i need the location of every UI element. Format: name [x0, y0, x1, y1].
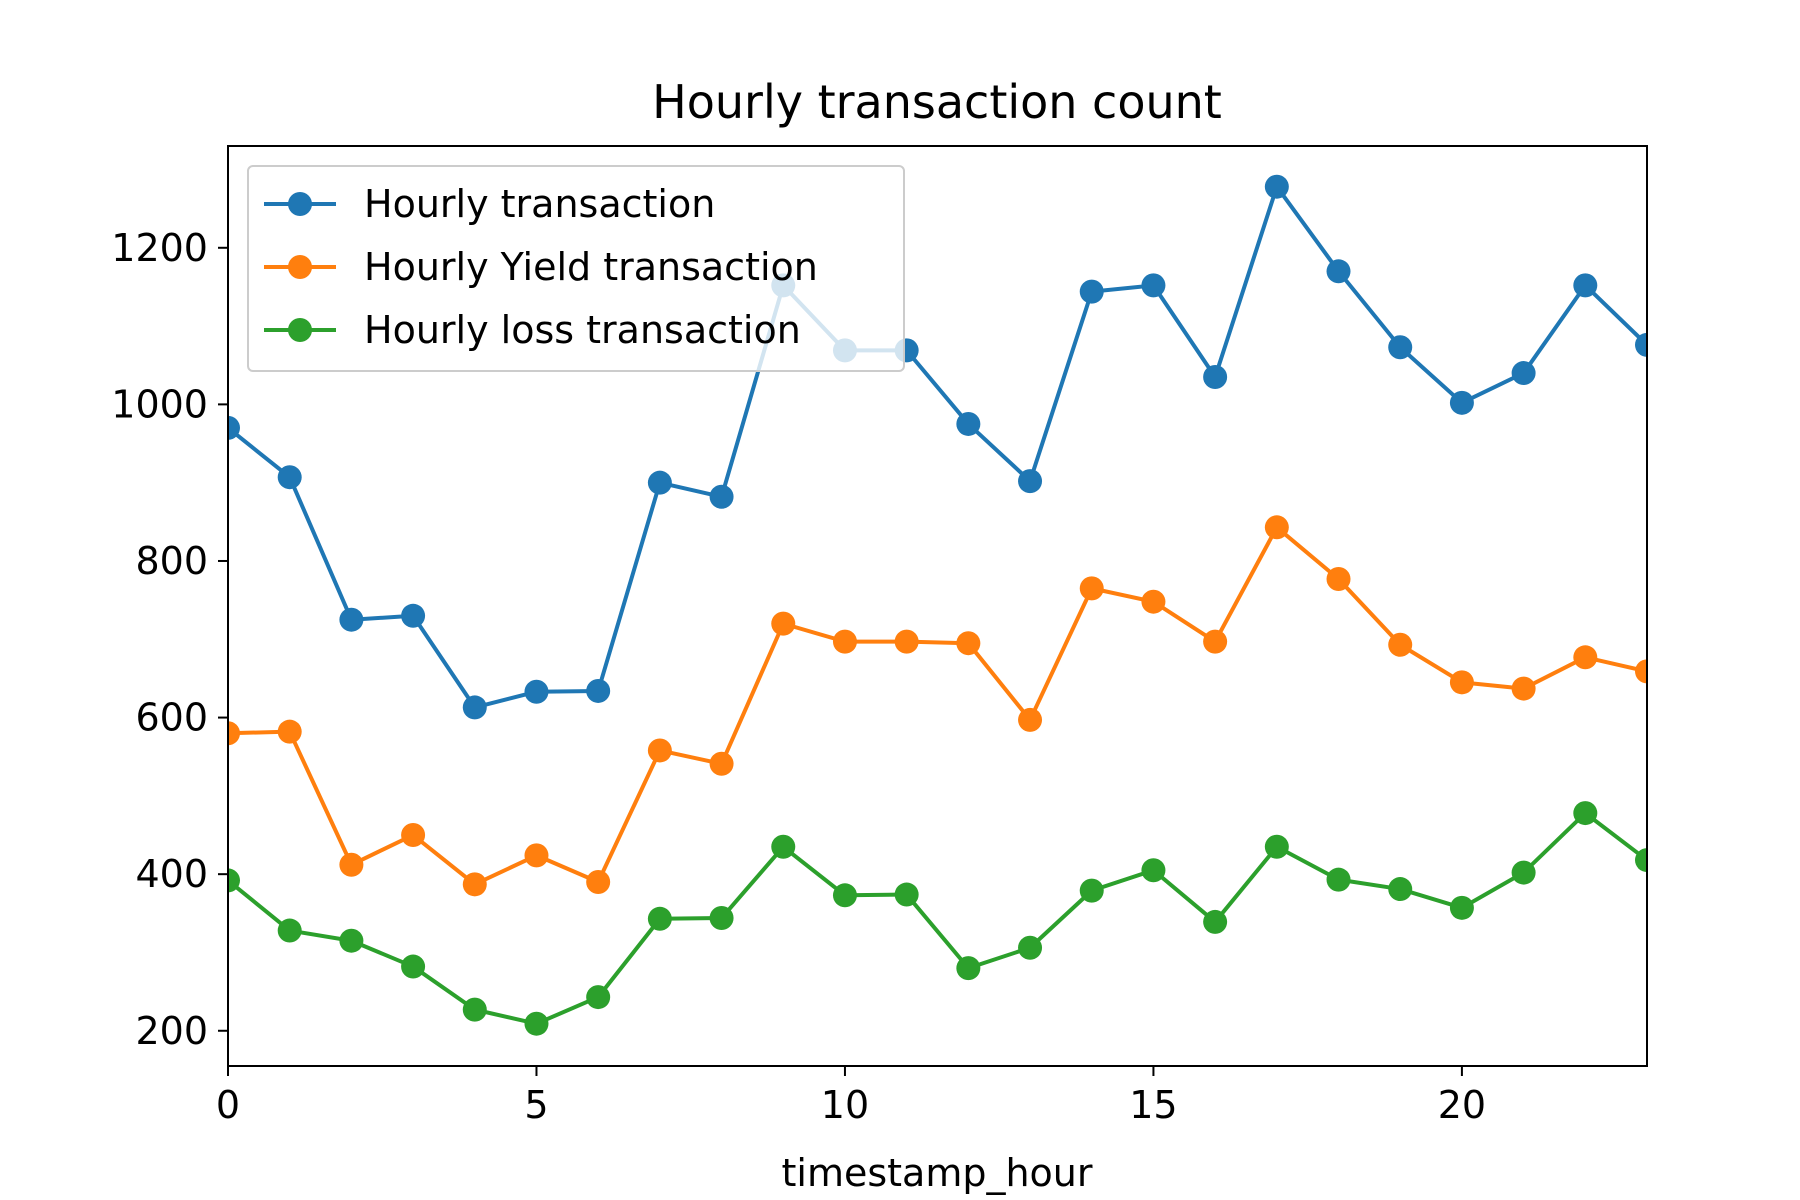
data-point-hourly-transaction	[1511, 361, 1536, 386]
data-point-hourly-loss-transaction	[1079, 878, 1104, 903]
y-tick-label: 400	[135, 852, 208, 896]
data-point-hourly-loss-transaction	[1264, 834, 1289, 859]
data-point-hourly-loss-transaction	[1573, 801, 1598, 826]
data-point-hourly-loss-transaction	[1326, 867, 1351, 892]
x-tick-label: 0	[216, 1083, 240, 1127]
data-point-hourly-loss-transaction	[709, 906, 734, 931]
data-point-hourly-transaction	[1573, 273, 1598, 298]
legend-box	[247, 165, 905, 372]
data-point-hourly-yield-transaction	[894, 629, 919, 654]
y-tick-label: 1200	[111, 226, 208, 270]
data-point-hourly-yield-transaction	[1141, 589, 1166, 614]
data-point-hourly-yield-transaction	[832, 629, 857, 654]
data-point-hourly-transaction	[462, 695, 487, 720]
data-point-hourly-loss-transaction	[462, 997, 487, 1022]
y-tick-label: 200	[135, 1009, 208, 1053]
data-point-hourly-transaction	[524, 679, 549, 704]
data-point-hourly-yield-transaction	[709, 751, 734, 776]
data-point-hourly-loss-transaction	[586, 985, 611, 1010]
data-point-hourly-yield-transaction	[462, 872, 487, 897]
data-point-hourly-yield-transaction	[339, 852, 364, 877]
series-line-hourly-yield-transaction	[228, 525, 1647, 887]
data-point-hourly-yield-transaction	[1079, 576, 1104, 601]
data-point-hourly-loss-transaction	[1388, 877, 1413, 902]
data-point-hourly-loss-transaction	[277, 918, 302, 943]
data-point-hourly-transaction	[1141, 273, 1166, 298]
data-point-hourly-loss-transaction	[1018, 935, 1043, 960]
data-point-hourly-transaction	[1449, 390, 1474, 415]
data-point-hourly-yield-transaction	[1511, 676, 1536, 701]
data-point-hourly-yield-transaction	[277, 719, 302, 744]
x-axis-label: timestamp_hour	[781, 1151, 1092, 1195]
data-point-hourly-transaction	[586, 678, 611, 703]
plot-area	[228, 174, 1647, 1036]
data-point-hourly-yield-transaction	[401, 823, 426, 848]
data-point-hourly-transaction	[339, 607, 364, 632]
data-point-hourly-loss-transaction	[228, 868, 240, 893]
data-point-hourly-yield-transaction	[956, 631, 981, 656]
data-point-hourly-transaction	[1635, 332, 1647, 357]
data-point-hourly-yield-transaction	[524, 843, 549, 868]
x-tick-label: 5	[524, 1083, 548, 1127]
data-point-hourly-loss-transaction	[894, 882, 919, 907]
legend-marker-hourly-yield-transaction	[288, 255, 312, 279]
x-tick-label: 10	[821, 1083, 869, 1127]
data-point-hourly-transaction	[1079, 279, 1104, 304]
data-point-hourly-transaction	[1018, 469, 1043, 494]
data-point-hourly-yield-transaction	[1388, 632, 1413, 657]
data-point-hourly-transaction	[647, 470, 672, 495]
data-point-hourly-transaction	[1264, 174, 1289, 199]
data-point-hourly-loss-transaction	[956, 956, 981, 981]
data-point-hourly-yield-transaction	[1573, 645, 1598, 670]
data-point-hourly-transaction	[1388, 335, 1413, 360]
data-point-hourly-loss-transaction	[1203, 909, 1228, 934]
data-point-hourly-transaction	[401, 603, 426, 628]
data-point-hourly-yield-transaction	[1326, 566, 1351, 591]
data-point-hourly-yield-transaction	[1018, 707, 1043, 732]
data-point-hourly-loss-transaction	[1635, 848, 1647, 873]
data-point-hourly-loss-transaction	[1511, 860, 1536, 885]
data-point-hourly-transaction	[709, 484, 734, 509]
legend-marker-hourly-loss-transaction	[288, 318, 312, 342]
data-point-hourly-loss-transaction	[1141, 858, 1166, 883]
plot-frame	[227, 145, 1648, 1067]
legend-label-hourly-yield-transaction: Hourly Yield transaction	[364, 245, 818, 289]
data-point-hourly-yield-transaction	[586, 870, 611, 894]
legend-marker-hourly-transaction	[288, 192, 312, 216]
data-point-hourly-transaction	[956, 411, 981, 436]
data-point-hourly-yield-transaction	[771, 611, 796, 636]
x-tick-label: 20	[1438, 1083, 1486, 1127]
data-point-hourly-loss-transaction	[771, 834, 796, 859]
data-point-hourly-transaction	[277, 465, 302, 490]
series-line-hourly-transaction	[228, 184, 1647, 710]
data-point-hourly-transaction	[228, 415, 240, 440]
data-point-hourly-yield-transaction	[1203, 629, 1228, 654]
legend-label-hourly-loss-transaction: Hourly loss transaction	[364, 308, 801, 352]
data-point-hourly-yield-transaction	[228, 721, 240, 746]
data-point-hourly-loss-transaction	[832, 883, 857, 908]
y-tick-label: 800	[135, 539, 208, 583]
series-line-hourly-loss-transaction	[228, 811, 1647, 1026]
legend: Hourly transaction Hourly Yield transacti…	[247, 165, 905, 372]
data-point-hourly-yield-transaction	[1264, 515, 1289, 540]
chart-title: Hourly transaction count	[652, 75, 1222, 129]
data-point-hourly-loss-transaction	[1449, 895, 1474, 920]
data-point-hourly-yield-transaction	[1449, 670, 1474, 695]
axes: 0 5 10 15 20 200 400 600 800 1000 1200	[111, 145, 1648, 1127]
data-point-hourly-loss-transaction	[524, 1011, 549, 1036]
data-point-hourly-loss-transaction	[647, 906, 672, 931]
data-point-hourly-yield-transaction	[647, 738, 672, 763]
data-point-hourly-loss-transaction	[339, 928, 364, 953]
y-tick-label: 600	[135, 696, 208, 740]
data-point-hourly-yield-transaction	[1635, 659, 1647, 684]
x-tick-label: 15	[1129, 1083, 1177, 1127]
y-tick-label: 1000	[111, 382, 208, 426]
legend-label-hourly-transaction: Hourly transaction	[364, 182, 715, 226]
data-point-hourly-loss-transaction	[401, 954, 426, 979]
data-point-hourly-transaction	[1326, 259, 1351, 284]
data-point-hourly-transaction	[1203, 364, 1228, 389]
